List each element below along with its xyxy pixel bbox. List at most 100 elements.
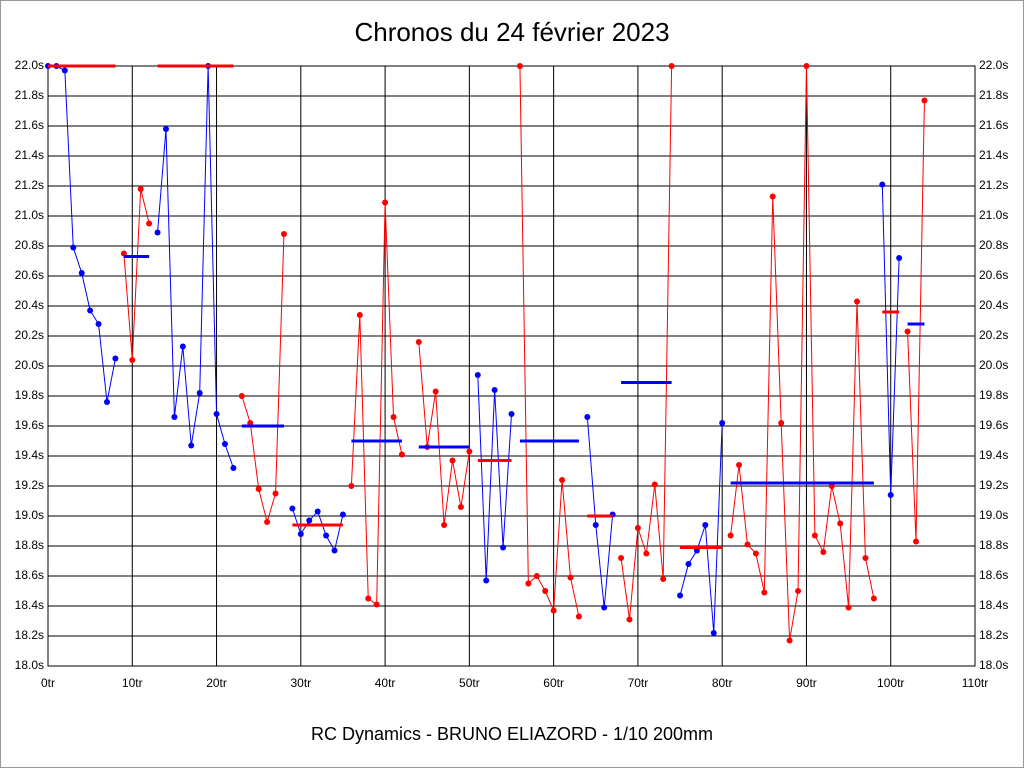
lap-point [466, 448, 473, 455]
y-tick-label-right: 19.0s [979, 508, 1008, 522]
y-tick-label-right: 18.8s [979, 538, 1008, 552]
lap-point [634, 525, 641, 531]
lap-point [297, 531, 304, 537]
lap-point [146, 220, 153, 227]
lap-point [584, 414, 591, 420]
lap-point [398, 451, 405, 458]
lap-point [626, 616, 633, 623]
lap-point [289, 505, 296, 512]
lap-point [761, 589, 768, 596]
lap-point [112, 355, 119, 362]
y-tick-label: 20.8s [15, 238, 44, 252]
lap-point [651, 481, 658, 488]
x-tick-label: 70tr [628, 676, 649, 690]
x-tick-label: 10tr [122, 676, 143, 690]
lap-point [744, 541, 751, 548]
lap-point [525, 580, 532, 587]
y-tick-label: 21.8s [15, 88, 44, 102]
lap-point [685, 561, 692, 567]
y-tick-label-right: 20.8s [979, 238, 1008, 252]
lap-point [870, 595, 877, 602]
lap-point [778, 420, 785, 426]
x-tick-label: 80tr [712, 676, 733, 690]
lap-point [323, 532, 330, 539]
lap-point [365, 595, 372, 602]
x-tick-label: 50tr [459, 676, 480, 690]
lap-point [95, 321, 102, 327]
lap-point [736, 462, 743, 468]
y-tick-label: 19.0s [15, 508, 44, 522]
lap-point [913, 538, 920, 545]
lap-point [820, 549, 827, 555]
y-tick-label-right: 22.0s [979, 58, 1008, 72]
lap-point [339, 511, 346, 518]
y-tick-label-right: 20.6s [979, 268, 1008, 282]
y-tick-label-right: 20.4s [979, 298, 1008, 312]
lap-point [896, 255, 903, 261]
lap-point [78, 270, 85, 276]
chart-footer: RC Dynamics - BRUNO ELIAZORD - 1/10 200m… [311, 724, 713, 744]
lap-point [390, 414, 397, 420]
chart-title: Chronos du 24 février 2023 [354, 17, 669, 47]
y-tick-label-right: 21.0s [979, 208, 1008, 222]
y-tick-label: 22.0s [15, 58, 44, 72]
lap-line [679, 422, 723, 634]
lap-point [255, 486, 262, 492]
lap-point [786, 637, 793, 644]
y-tick-label: 21.0s [15, 208, 44, 222]
lap-point [213, 411, 220, 417]
lap-line [586, 416, 614, 608]
lap-point [592, 522, 599, 528]
lap-point [803, 63, 810, 69]
lap-point [795, 588, 802, 594]
lap-point [575, 613, 582, 620]
y-tick-label-right: 21.8s [979, 88, 1008, 102]
lap-point [904, 328, 911, 335]
lap-point [356, 312, 363, 318]
lap-point [162, 126, 169, 132]
lap-point [752, 550, 759, 557]
lap-point [432, 388, 439, 395]
y-tick-label: 19.4s [15, 448, 44, 462]
lap-point [441, 522, 448, 528]
lap-point [70, 244, 77, 251]
lap-point [415, 339, 422, 345]
y-tick-label-right: 19.4s [979, 448, 1008, 462]
lap-point [854, 298, 861, 305]
lap-point [483, 577, 490, 584]
y-tick-label: 20.4s [15, 298, 44, 312]
lap-point [542, 588, 549, 594]
lap-point [221, 441, 228, 447]
lap-point [879, 181, 886, 188]
lap-point [837, 520, 844, 527]
lap-point [238, 393, 245, 399]
lap-point [196, 390, 203, 396]
y-tick-label-right: 21.6s [979, 118, 1008, 132]
y-tick-label-right: 21.4s [979, 148, 1008, 162]
lap-point [306, 517, 313, 524]
y-tick-label-right: 18.4s [979, 598, 1008, 612]
y-tick-label: 19.2s [15, 478, 44, 492]
lap-point [154, 229, 161, 236]
y-tick-label-right: 18.2s [979, 628, 1008, 642]
y-tick-label: 21.2s [15, 178, 44, 192]
x-tick-label: 20tr [206, 676, 227, 690]
y-tick-label: 21.6s [15, 118, 44, 132]
lap-point [559, 477, 566, 483]
lap-line [241, 233, 285, 524]
lap-point [702, 522, 709, 528]
lap-point [533, 573, 540, 579]
lap-line [157, 65, 234, 469]
lap-point [449, 457, 456, 464]
y-tick-label: 18.0s [15, 658, 44, 672]
lap-point [643, 550, 650, 557]
lap-point [660, 576, 667, 582]
lap-point [601, 604, 608, 611]
lap-point [845, 604, 852, 611]
lap-point [264, 519, 271, 525]
lap-point [618, 555, 625, 561]
y-tick-label-right: 20.2s [979, 328, 1008, 342]
x-tick-label: 60tr [543, 676, 564, 690]
